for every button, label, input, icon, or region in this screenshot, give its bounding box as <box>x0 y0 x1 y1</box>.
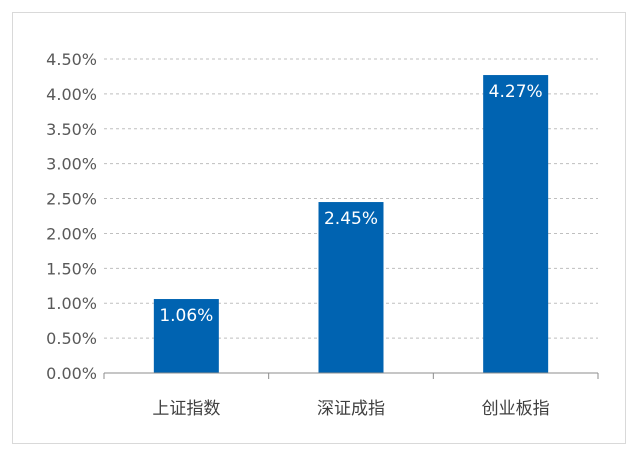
bars <box>153 75 549 373</box>
y-axis-tick-labels: 0.00% 0.50% 1.00% 1.50% 2.00% 2.50% 3.00% 3.50%… <box>46 50 97 383</box>
bar-data-labels: 1.06% 2.45% 4.27% <box>159 82 542 326</box>
x-axis-category-labels: 上证指数 深证成指 创业板指 <box>152 399 549 419</box>
x-axis <box>103 372 599 379</box>
y-tick-label: 0.00% <box>46 364 97 383</box>
y-tick-label: 4.00% <box>46 85 97 104</box>
bar-data-label: 1.06% <box>159 306 213 326</box>
bar <box>483 75 549 373</box>
x-category-label: 创业板指 <box>482 399 550 419</box>
x-category-label: 上证指数 <box>152 399 220 419</box>
y-tick-label: 3.00% <box>46 155 97 174</box>
bar <box>318 202 384 373</box>
y-tick-label: 3.50% <box>46 120 97 139</box>
bar-data-label: 4.27% <box>489 82 543 102</box>
y-tick-label: 1.50% <box>46 259 97 278</box>
bar-data-label: 2.45% <box>324 209 378 229</box>
y-tick-label: 2.00% <box>46 224 97 243</box>
bar <box>153 299 219 373</box>
y-tick-label: 2.50% <box>46 190 97 209</box>
y-tick-label: 1.00% <box>46 294 97 313</box>
y-tick-label: 0.50% <box>46 329 97 348</box>
x-category-label: 深证成指 <box>317 399 385 419</box>
y-tick-label: 4.50% <box>46 50 97 69</box>
